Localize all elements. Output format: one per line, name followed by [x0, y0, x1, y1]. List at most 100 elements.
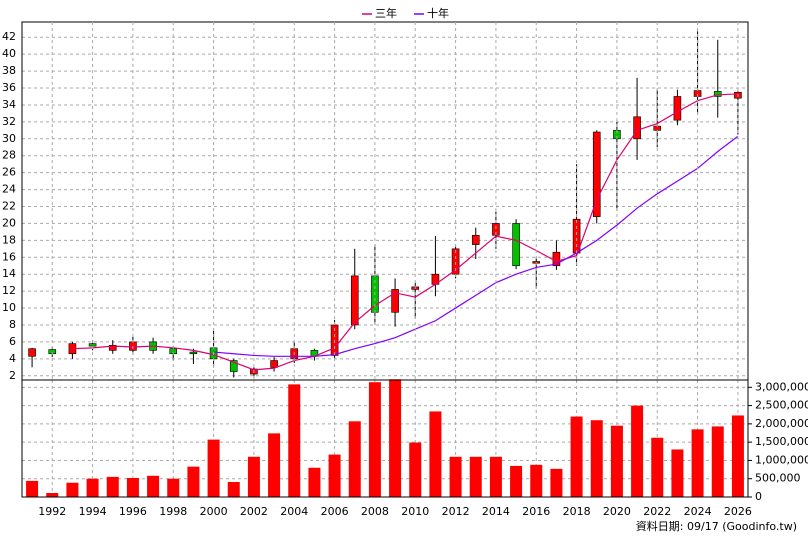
volume-bar: [590, 420, 603, 497]
y-tick-label: 36: [2, 81, 16, 94]
y-tick-label: 42: [2, 30, 16, 43]
volume-bar: [46, 492, 59, 497]
y-tick-label: 24: [2, 183, 16, 196]
volume-bar: [268, 433, 281, 497]
volume-bar: [651, 437, 664, 497]
y-tick-label: 500,000: [755, 472, 801, 485]
x-tick-label: 1996: [119, 505, 147, 518]
candle-body: [713, 91, 722, 97]
y-tick-label: 4: [9, 352, 16, 365]
y-tick-label: 1,000,000: [755, 453, 808, 466]
y-tick-label: 3,000,000: [755, 380, 808, 393]
ma-line: [213, 135, 739, 357]
y-tick-label: 6: [9, 335, 16, 348]
y-tick-label: 20: [2, 216, 16, 229]
volume-bar: [631, 405, 644, 497]
legend-label: 三年: [375, 6, 397, 20]
volume-bar: [328, 454, 341, 497]
x-tick-label: 2016: [522, 505, 550, 518]
candle-body: [673, 96, 682, 121]
volume-bar: [409, 442, 422, 497]
y-tick-label: 2,500,000: [755, 399, 808, 412]
volume-bar: [167, 478, 180, 497]
volume-bar: [489, 456, 502, 497]
volume-bar: [368, 382, 381, 497]
y-tick-label: 2,000,000: [755, 417, 808, 430]
x-tick-label: 2026: [724, 505, 752, 518]
x-tick-label: 2004: [280, 505, 308, 518]
y-tick-label: 0: [755, 490, 762, 503]
candle-body: [108, 345, 117, 351]
legend-label: 十年: [427, 6, 449, 20]
volume-bar: [570, 416, 583, 497]
volume-bar: [126, 477, 139, 497]
volume-bar: [308, 467, 321, 497]
volume-bar: [530, 464, 543, 497]
volume-bar: [691, 429, 704, 497]
volume-bar: [610, 425, 623, 497]
y-tick-label: 26: [2, 166, 16, 179]
volume-bar: [429, 411, 442, 497]
volume-bar: [288, 384, 301, 497]
volume-bar: [449, 456, 462, 497]
volume-bar: [389, 379, 402, 497]
candle-body: [633, 116, 641, 140]
y-tick-label: 22: [2, 200, 16, 213]
volume-bar: [207, 439, 220, 497]
volume-bar: [86, 478, 99, 497]
plot-frame: [21, 379, 749, 498]
x-tick-label: 2000: [200, 505, 228, 518]
volume-bar: [550, 468, 563, 497]
candle-body: [88, 343, 97, 347]
x-tick-label: 2018: [563, 505, 591, 518]
candle-body: [229, 360, 238, 372]
candle-body: [471, 234, 480, 245]
x-tick-label: 2008: [361, 505, 389, 518]
volume-bar: [510, 465, 523, 497]
candle-body: [350, 275, 359, 326]
y-tick-label: 8: [9, 318, 16, 331]
candle-body: [512, 223, 520, 267]
x-tick-label: 2024: [684, 505, 712, 518]
y-tick-label: 18: [2, 233, 16, 246]
volume-bar: [26, 480, 39, 497]
y-tick-label: 12: [2, 284, 16, 297]
x-tick-label: 2020: [603, 505, 631, 518]
volume-bar: [187, 466, 200, 497]
x-tick-label: 1994: [79, 505, 107, 518]
x-tick-label: 2006: [321, 505, 349, 518]
plot-background: [22, 22, 748, 497]
y-tick-label: 34: [2, 98, 16, 111]
x-tick-label: 1992: [38, 505, 66, 518]
y-tick-label: 38: [2, 64, 16, 77]
x-tick-label: 2014: [482, 505, 510, 518]
candle-body: [189, 351, 198, 355]
x-tick-label: 2010: [401, 505, 429, 518]
x-tick-label: 1998: [159, 505, 187, 518]
footer: 資料日期: 09/17 (Goodinfo.tw): [636, 519, 797, 533]
candle-body: [391, 289, 399, 313]
y-tick-label: 30: [2, 132, 16, 145]
x-tick-label: 2002: [240, 505, 268, 518]
y-tick-label: 2: [9, 369, 16, 382]
volume-bar: [227, 482, 240, 497]
candle-body: [592, 131, 601, 217]
x-tick-label: 2012: [442, 505, 470, 518]
y-tick-label: 16: [2, 250, 16, 263]
volume-bar: [711, 426, 724, 497]
y-tick-label: 32: [2, 115, 16, 128]
volume-bar: [147, 475, 160, 497]
volume-bar: [469, 456, 482, 497]
y-tick-label: 10: [2, 301, 16, 314]
x-tick-label: 2022: [643, 505, 671, 518]
volume-bar: [671, 449, 684, 497]
y-tick-label: 40: [2, 47, 16, 60]
volume-bar: [66, 482, 79, 497]
candle-body: [270, 360, 278, 368]
candle-body: [492, 223, 500, 236]
y-tick-label: 1,500,000: [755, 435, 808, 448]
ma-line: [72, 93, 738, 371]
volume-bar: [106, 476, 119, 497]
volume-bar: [247, 456, 260, 497]
